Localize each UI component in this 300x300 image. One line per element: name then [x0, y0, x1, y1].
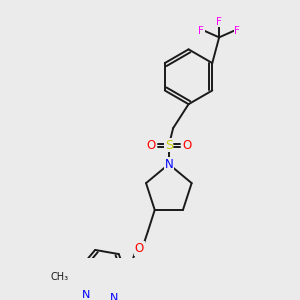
Text: F: F — [198, 26, 204, 35]
Text: N: N — [82, 290, 90, 300]
Text: O: O — [135, 242, 144, 255]
Text: CH₃: CH₃ — [50, 272, 68, 282]
Text: O: O — [182, 139, 191, 152]
Text: N: N — [110, 292, 118, 300]
Text: F: F — [234, 26, 240, 35]
Text: N: N — [164, 158, 173, 171]
Text: S: S — [165, 139, 173, 152]
Text: O: O — [146, 139, 155, 152]
Text: F: F — [216, 17, 222, 27]
